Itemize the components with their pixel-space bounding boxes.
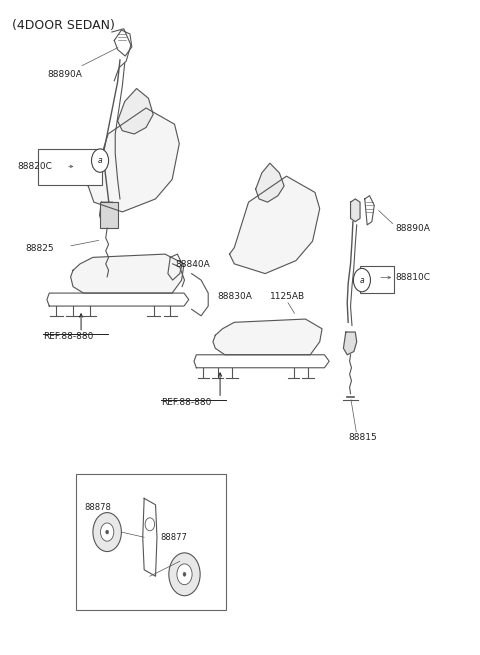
- Text: 88810C: 88810C: [396, 273, 431, 282]
- Circle shape: [106, 530, 108, 534]
- Text: a: a: [98, 156, 102, 165]
- Circle shape: [183, 572, 186, 576]
- Text: a: a: [84, 481, 89, 490]
- Polygon shape: [118, 88, 153, 134]
- Circle shape: [177, 564, 192, 585]
- Circle shape: [79, 475, 95, 496]
- Bar: [99, 202, 118, 228]
- Bar: [360, 266, 394, 293]
- Polygon shape: [343, 332, 357, 355]
- Circle shape: [93, 513, 121, 552]
- Text: 88825: 88825: [25, 244, 54, 253]
- Text: 88815: 88815: [348, 434, 377, 442]
- Text: 88890A: 88890A: [48, 48, 118, 79]
- Polygon shape: [71, 254, 184, 293]
- Polygon shape: [229, 176, 320, 274]
- Circle shape: [100, 523, 114, 541]
- Text: 1125AB: 1125AB: [270, 293, 305, 301]
- Text: REF.88-880: REF.88-880: [161, 398, 211, 407]
- Circle shape: [169, 553, 200, 595]
- Bar: [76, 474, 226, 610]
- Polygon shape: [88, 108, 179, 212]
- Circle shape: [145, 518, 155, 531]
- Text: a: a: [360, 276, 364, 284]
- Text: 88840A: 88840A: [175, 260, 210, 269]
- Text: (4DOOR SEDAN): (4DOOR SEDAN): [12, 19, 115, 32]
- Circle shape: [353, 269, 371, 291]
- Polygon shape: [350, 199, 360, 221]
- Text: 88877: 88877: [161, 533, 188, 542]
- Text: 88830A: 88830A: [218, 293, 252, 301]
- Bar: [38, 149, 102, 185]
- Polygon shape: [99, 202, 115, 228]
- Text: 88878: 88878: [85, 503, 112, 512]
- Text: 88890A: 88890A: [396, 224, 431, 233]
- Text: REF.88-880: REF.88-880: [43, 332, 94, 341]
- Circle shape: [92, 149, 108, 172]
- Polygon shape: [213, 319, 322, 355]
- Polygon shape: [256, 163, 284, 202]
- Text: 88820C: 88820C: [17, 162, 52, 171]
